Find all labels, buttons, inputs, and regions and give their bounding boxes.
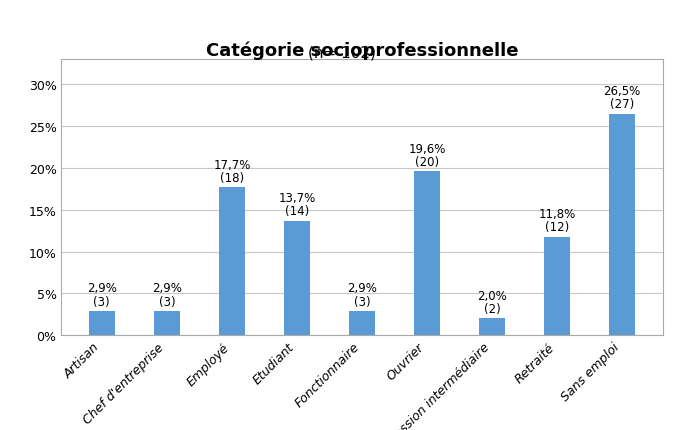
Text: (2): (2) xyxy=(484,302,501,315)
Bar xyxy=(544,237,570,335)
Text: (14): (14) xyxy=(285,205,309,218)
Text: (20): (20) xyxy=(415,156,439,169)
Text: 2,9%: 2,9% xyxy=(152,282,182,295)
Text: (27): (27) xyxy=(610,98,635,111)
Text: 2,0%: 2,0% xyxy=(477,289,507,302)
Bar xyxy=(609,114,635,335)
Bar xyxy=(479,319,505,335)
Bar xyxy=(219,188,245,335)
Bar xyxy=(284,221,310,335)
Text: 2,9%: 2,9% xyxy=(87,282,117,295)
Title: Catégorie socioprofessionnelle: Catégorie socioprofessionnelle xyxy=(206,42,518,60)
Bar xyxy=(349,311,375,335)
Text: (3): (3) xyxy=(354,295,370,308)
Text: 11,8%: 11,8% xyxy=(538,207,576,220)
Bar xyxy=(89,311,115,335)
Text: 26,5%: 26,5% xyxy=(604,85,641,98)
Bar xyxy=(154,311,180,335)
Text: 13,7%: 13,7% xyxy=(278,191,316,205)
Text: 2,9%: 2,9% xyxy=(347,282,377,295)
Bar xyxy=(414,172,440,335)
Text: (18): (18) xyxy=(220,172,244,184)
Text: (3): (3) xyxy=(94,295,110,308)
Text: (3): (3) xyxy=(158,295,175,308)
Text: 17,7%: 17,7% xyxy=(213,158,251,171)
Text: (12): (12) xyxy=(545,221,569,233)
Text: 19,6%: 19,6% xyxy=(408,142,446,155)
Text: (n= 102): (n= 102) xyxy=(307,45,376,60)
